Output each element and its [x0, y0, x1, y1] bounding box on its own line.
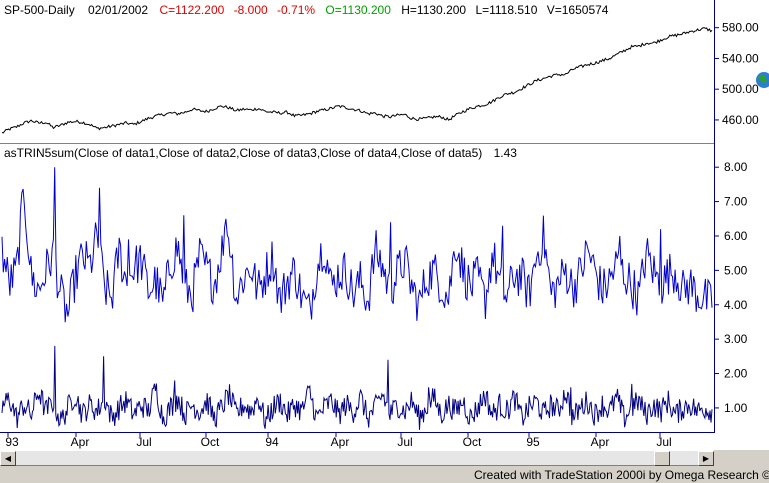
time-tick-label: Jul [136, 435, 151, 449]
trin5-tick-label: 1.00 [724, 401, 748, 415]
axis-background [714, 0, 769, 450]
open-label: O=1130.200 [325, 3, 391, 17]
indicator-label: asTRIN5sum(Close of data1,Close of data2… [4, 146, 482, 160]
trin5-axis: 8.00 7.00 6.00 5.00 4.00 3.00 2.00 1.00 [714, 160, 748, 415]
volume-label: V=1650574 [547, 3, 609, 17]
time-tick-label: Oct [201, 435, 220, 449]
trin5-tick-label: 8.00 [724, 160, 748, 174]
scroll-left-button[interactable]: ◀ [0, 451, 16, 466]
plot-background [0, 0, 714, 450]
price-series-line [1, 27, 713, 134]
time-axis: 93 Apr Jul Oct 94 Apr Jul Oct 95 Apr Jul [5, 432, 672, 449]
price-tick-label: 580.00 [722, 21, 759, 35]
high-label: H=1130.200 [401, 3, 466, 17]
trin5-tick-label: 5.00 [724, 263, 748, 277]
indicator-value: 1.43 [494, 146, 518, 160]
date-label: 02/01/2002 [88, 3, 148, 17]
price-tick-label: 540.00 [722, 51, 759, 65]
change-pct-label: -0.71% [277, 3, 315, 17]
scroll-thumb[interactable] [654, 451, 670, 466]
globe-icon[interactable] [756, 72, 769, 88]
price-tick-label: 500.00 [722, 82, 759, 96]
time-tick-label: Jul [656, 435, 671, 449]
trin5-tick-label: 7.00 [724, 195, 748, 209]
time-tick-label: Oct [463, 435, 482, 449]
horizontal-scrollbar[interactable]: ◀ ▶ [0, 450, 714, 466]
low-label: L=1118.510 [475, 3, 537, 17]
trin5-tick-label: 3.00 [724, 332, 748, 346]
time-tick-label: 93 [5, 435, 19, 449]
symbol-label: SP-500-Daily [4, 3, 75, 17]
trin5-tick-label: 2.00 [724, 367, 748, 381]
trin5-series-line [1, 167, 713, 323]
trin5-tick-label: 4.00 [724, 298, 748, 312]
time-tick-label: Apr [331, 435, 350, 449]
time-tick-label: 95 [526, 435, 540, 449]
time-tick-label: Jul [397, 435, 412, 449]
time-tick-label: Apr [591, 435, 610, 449]
close-label: C=1122.200 [159, 3, 224, 17]
trin-series-line [1, 345, 713, 430]
svg-text:asTRIN5sum(Close of data1,Clos: asTRIN5sum(Close of data1,Close of data2… [4, 146, 517, 160]
change-label: -8.000 [234, 3, 268, 17]
time-tick-label: Apr [71, 435, 90, 449]
trin5-tick-label: 6.00 [724, 229, 748, 243]
price-tick-label: 460.00 [722, 113, 759, 127]
price-axis: 580.00 540.00 500.00 460.00 [714, 21, 759, 127]
credit-text: Created with TradeStation 2000i by Omega… [474, 468, 769, 482]
time-tick-label: 94 [265, 435, 279, 449]
scroll-right-button[interactable]: ▶ [698, 451, 714, 466]
svg-text:SP-500-Daily 02/01/2002: SP-500-Daily 02/01/2002 C=1122.200 -8.00… [4, 3, 609, 17]
